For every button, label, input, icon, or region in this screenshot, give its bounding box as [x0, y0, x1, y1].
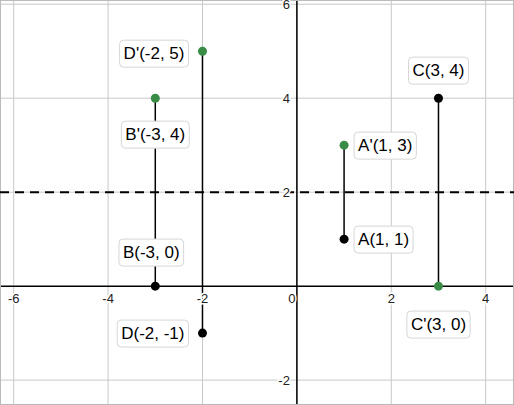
chart: -6 -4 -2 0 2 4 -2 2 4 6 A(1, 1) A'(1, 3) B(-3, 0) B'(… — [0, 0, 514, 405]
label-box — [354, 132, 416, 159]
point-label: A'(1, 3) — [354, 132, 416, 159]
plot-background — [0, 0, 514, 405]
point — [434, 282, 443, 291]
point-label: D'(-2, 5) — [120, 40, 189, 67]
x-grid-line — [108, 0, 109, 405]
point-label: B'(-3, 4) — [121, 121, 189, 148]
point — [340, 141, 349, 150]
point-labels: A(1, 1) A'(1, 3) B(-3, 0) B'(-3, 4) C(3, 4) C… — [117, 40, 470, 347]
y-tick-label: -2 — [278, 373, 290, 388]
label-box — [408, 57, 468, 84]
marks — [0, 47, 514, 338]
point — [434, 94, 443, 103]
segment — [343, 145, 345, 239]
y-axis-line — [296, 0, 298, 405]
point — [198, 47, 207, 56]
x-tick-label: -4 — [102, 291, 114, 306]
point — [340, 235, 349, 244]
y-tick-label: 6 — [283, 0, 290, 12]
point — [151, 94, 160, 103]
label-box — [120, 40, 189, 67]
y-grid-line — [0, 192, 514, 193]
y-grid-line — [0, 4, 514, 5]
y-grid-line — [0, 380, 514, 381]
y-tick-label: 2 — [283, 185, 290, 200]
point-label-text: D'(-2, 5) — [124, 44, 185, 63]
x-tick-label: -6 — [8, 291, 20, 306]
x-grid-line — [296, 0, 297, 405]
point-label: A(1, 1) — [354, 226, 413, 253]
label-box — [354, 226, 413, 253]
tick-labels: -6 -4 -2 0 2 4 -2 2 4 6 — [8, 0, 489, 388]
point-label: C'(3, 0) — [407, 311, 470, 338]
x-grid-line — [485, 0, 486, 405]
x-grid-line — [391, 0, 392, 405]
point-label: C(3, 4) — [408, 57, 468, 84]
plot-frame — [1, 1, 514, 405]
grid — [0, 0, 514, 405]
label-box — [121, 121, 189, 148]
point — [151, 282, 160, 291]
x-tick-label: 0 — [288, 291, 295, 306]
point-label: B(-3, 0) — [119, 239, 184, 266]
point-label-text: B(-3, 0) — [123, 243, 180, 262]
reference-line — [0, 191, 514, 193]
y-tick-label: 4 — [283, 91, 290, 106]
label-box — [407, 311, 470, 338]
point-label-text: C'(3, 0) — [411, 315, 466, 334]
point-label-text: A(1, 1) — [358, 230, 409, 249]
x-grid-line — [202, 0, 203, 405]
label-box — [119, 239, 184, 266]
label-box — [117, 320, 188, 347]
x-tick-label: -2 — [197, 291, 209, 306]
x-tick-label: 4 — [482, 291, 489, 306]
x-grid-line — [13, 0, 14, 405]
point-label-text: A'(1, 3) — [358, 136, 412, 155]
point — [198, 329, 207, 338]
x-tick-label: 2 — [388, 291, 395, 306]
point-label: D(-2, -1) — [117, 320, 188, 347]
point-label-text: D(-2, -1) — [121, 324, 184, 343]
point-label-text: B'(-3, 4) — [125, 125, 185, 144]
segment — [438, 98, 440, 286]
point-label-text: C(3, 4) — [412, 61, 464, 80]
